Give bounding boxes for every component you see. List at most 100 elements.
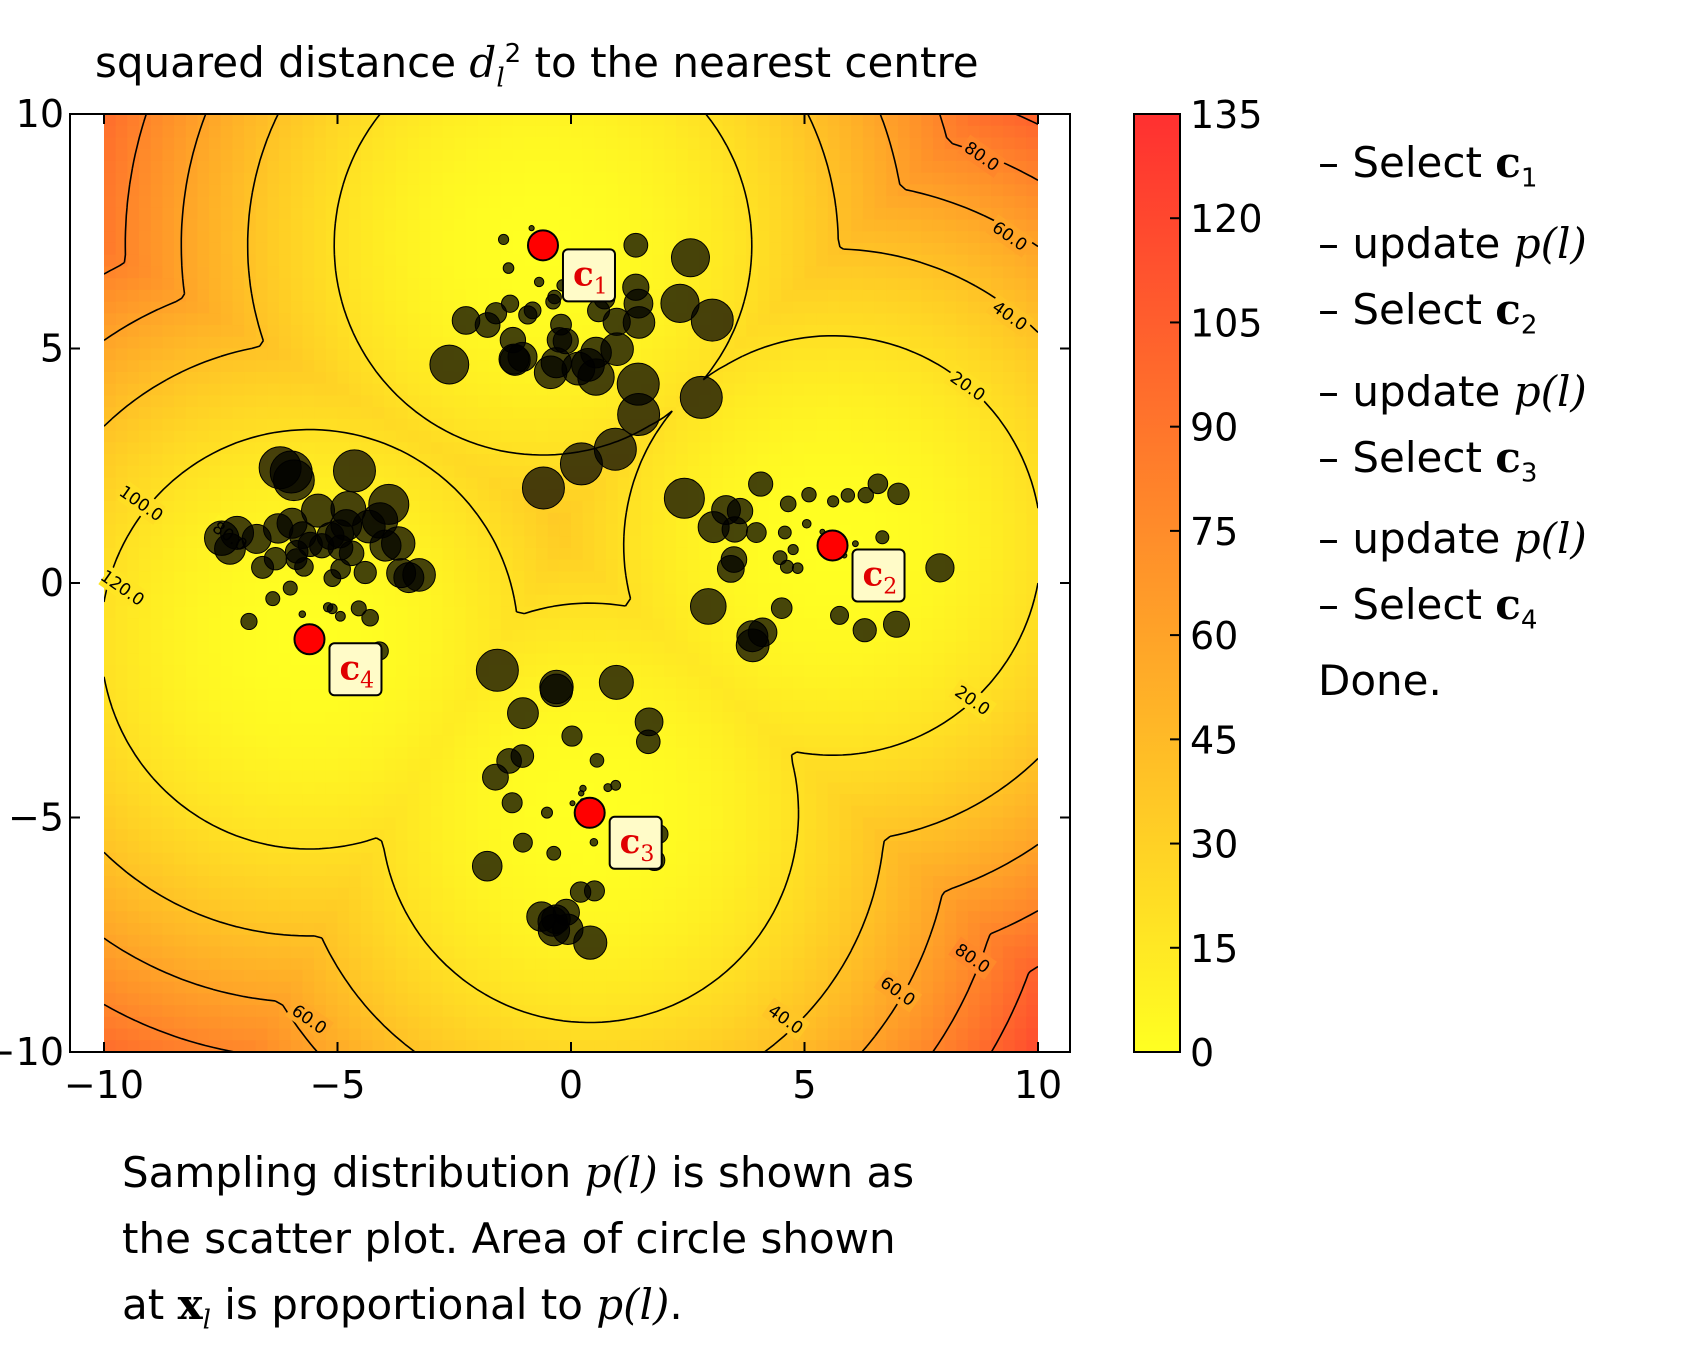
heat-cell: [325, 313, 339, 326]
heat-cell: [676, 641, 689, 654]
heat-cell: [792, 887, 806, 901]
heat-cell: [115, 829, 128, 842]
heat-cell: [746, 137, 759, 150]
heat-cell: [419, 899, 432, 912]
heat-cell: [792, 899, 806, 912]
heat-cell: [162, 418, 175, 432]
heat-cell: [641, 993, 654, 1006]
heat-cell: [465, 196, 479, 209]
heat-cell: [489, 196, 502, 209]
heat-cell: [769, 1028, 782, 1041]
heat-cell: [430, 125, 444, 139]
heat-cell: [489, 360, 502, 373]
heat-cell: [606, 407, 619, 420]
heat-cell: [279, 1040, 292, 1052]
heat-cell: [360, 770, 374, 783]
heat-cell: [349, 782, 362, 795]
heat-cell: [244, 911, 257, 924]
heat-cell: [687, 676, 701, 690]
heat-cell: [150, 418, 163, 432]
heat-cell: [664, 606, 677, 619]
heat-cell: [220, 184, 234, 197]
heat-cell: [535, 747, 549, 760]
heat-cell: [104, 278, 117, 291]
heat-cell: [395, 923, 409, 936]
heat-cell: [115, 137, 128, 150]
heat-cell: [442, 301, 455, 314]
heat-cell: [454, 125, 467, 139]
heat-cell: [197, 629, 210, 643]
heat-cell: [465, 160, 479, 174]
heat-cell: [687, 747, 701, 760]
heat-cell: [139, 676, 152, 690]
heat-cell: [349, 395, 362, 408]
heat-cell: [302, 336, 315, 350]
heat-cell: [209, 219, 222, 232]
heat-cell: [325, 371, 339, 385]
heat-cell: [372, 805, 385, 819]
heat-cell: [115, 477, 128, 490]
heat-cell: [734, 360, 747, 373]
heat-cell: [676, 371, 689, 385]
heat-cell: [150, 794, 163, 807]
heat-cell: [197, 969, 210, 983]
heat-cell: [664, 923, 677, 936]
heat-cell: [804, 629, 817, 643]
heat-cell: [792, 571, 806, 584]
heat-cell: [606, 618, 619, 631]
heat-cell: [197, 817, 210, 830]
heat-cell: [384, 1016, 397, 1030]
heat-cell: [442, 500, 455, 514]
heat-cell: [676, 1040, 689, 1052]
heat-cell: [477, 512, 490, 525]
heat-cell: [816, 160, 829, 174]
heat-cell: [279, 137, 292, 150]
heat-cell: [781, 371, 794, 385]
heat-cell: [337, 125, 350, 139]
heat-cell: [360, 207, 374, 221]
heat-cell: [174, 231, 187, 244]
heat-cell: [139, 383, 152, 396]
heat-cell: [676, 571, 689, 584]
heat-cell: [547, 747, 560, 760]
heat-cell: [769, 747, 782, 760]
heat-cell: [547, 454, 560, 467]
heat-cell: [769, 489, 782, 502]
heat-cell: [162, 641, 175, 654]
heat-cell: [594, 618, 607, 631]
heat-cell: [512, 465, 525, 479]
heat-cell: [442, 489, 455, 502]
heat-cell: [781, 688, 794, 701]
heat-cell: [722, 629, 736, 643]
heat-cell: [360, 219, 374, 232]
heat-cell: [746, 371, 759, 385]
heat-cell: [687, 817, 701, 830]
heat-cell: [360, 278, 374, 291]
heat-cell: [197, 1005, 210, 1018]
heat-cell: [384, 829, 397, 842]
heat-cell: [220, 207, 234, 221]
heat-cell: [407, 442, 420, 455]
heat-cell: [722, 876, 736, 889]
heat-cell: [571, 125, 584, 139]
heat-cell: [174, 735, 187, 748]
heat-cell: [430, 899, 444, 912]
heat-cell: [372, 1028, 385, 1041]
heat-cell: [115, 805, 128, 819]
heat-cell: [559, 1005, 572, 1018]
heat-cell: [757, 887, 771, 901]
heat-cell: [465, 407, 479, 420]
heat-cell: [197, 864, 210, 877]
heat-cell: [255, 770, 269, 783]
heat-cell: [477, 149, 490, 162]
heat-cell: [454, 395, 467, 408]
heat-cell: [220, 723, 234, 737]
heat-cell: [641, 594, 654, 608]
heat-cell: [232, 114, 245, 127]
heat-cell: [209, 723, 222, 737]
heat-cell: [360, 231, 374, 244]
heat-cell: [360, 1016, 374, 1030]
heat-cell: [781, 899, 794, 912]
heat-cell: [349, 149, 362, 162]
heat-cell: [804, 923, 817, 936]
